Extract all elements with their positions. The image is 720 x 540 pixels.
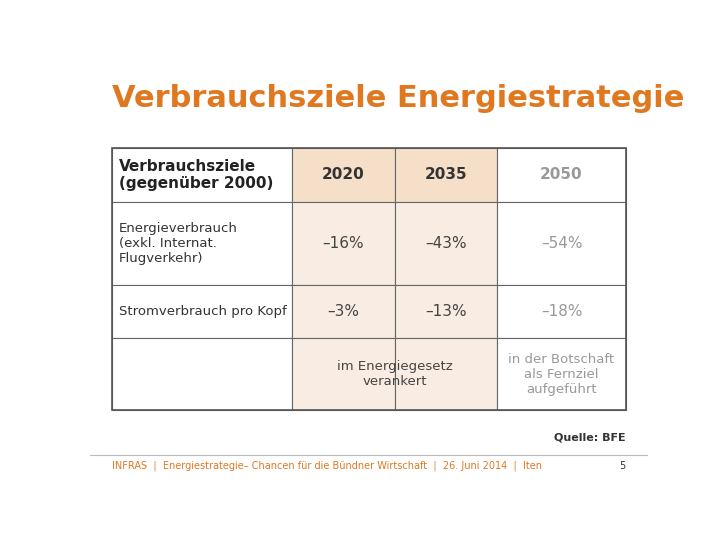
Text: –18%: –18%	[541, 304, 582, 319]
Text: 2035: 2035	[425, 167, 467, 183]
Text: 2020: 2020	[322, 167, 365, 183]
Text: –43%: –43%	[426, 236, 467, 251]
Text: 5: 5	[619, 461, 626, 471]
Text: in der Botschaft
als Fernziel
aufgeführt: in der Botschaft als Fernziel aufgeführt	[508, 353, 615, 396]
Text: Stromverbrauch pro Kopf: Stromverbrauch pro Kopf	[119, 305, 287, 318]
Text: –16%: –16%	[323, 236, 364, 251]
Text: 2050: 2050	[540, 167, 582, 183]
Text: –3%: –3%	[328, 304, 359, 319]
Text: –54%: –54%	[541, 236, 582, 251]
Text: im Energiegesetz
verankert: im Energiegesetz verankert	[337, 360, 453, 388]
Text: Quelle: BFE: Quelle: BFE	[554, 433, 626, 443]
Text: –13%: –13%	[426, 304, 467, 319]
Text: Verbrauchsziele Energiestrategie: Verbrauchsziele Energiestrategie	[112, 84, 685, 112]
Text: Energieverbrauch
(exkl. Internat.
Flugverkehr): Energieverbrauch (exkl. Internat. Flugve…	[119, 222, 238, 265]
Text: INFRAS  |  Energiestrategie– Chancen für die Bündner Wirtschaft  |  26. Juni 201: INFRAS | Energiestrategie– Chancen für d…	[112, 461, 542, 471]
Text: Verbrauchsziele
(gegenüber 2000): Verbrauchsziele (gegenüber 2000)	[119, 159, 274, 191]
